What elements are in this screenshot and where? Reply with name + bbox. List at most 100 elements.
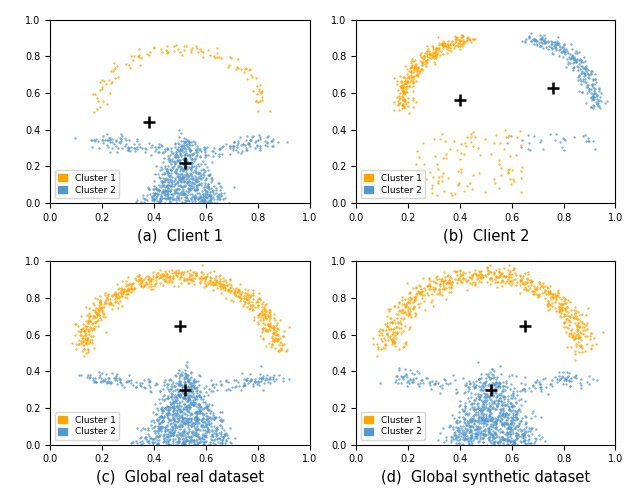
Point (373, 345, 383, 353)
Point (450, 42, 460, 50)
Point (398, 327, 408, 335)
Point (212, 196, 222, 204)
Point (405, 323, 415, 331)
Point (472, 432, 482, 440)
Point (241, 65, 251, 73)
Point (207, 174, 217, 182)
Point (84, 330, 94, 338)
Point (571, 374, 581, 382)
Point (149, 44, 159, 52)
Point (460, 381, 470, 389)
Point (234, 292, 244, 300)
Point (420, 286, 430, 293)
Point (481, 394, 491, 402)
Point (85, 317, 95, 325)
Point (94, 301, 104, 309)
Point (127, 56, 138, 64)
Point (173, 189, 183, 197)
Point (196, 199, 206, 206)
Point (180, 157, 190, 165)
Point (85, 317, 95, 325)
Point (178, 137, 188, 145)
Point (372, 340, 382, 348)
Point (171, 403, 181, 411)
Point (170, 386, 180, 394)
Point (460, 275, 470, 283)
Point (488, 403, 498, 411)
Point (206, 436, 216, 444)
Point (391, 372, 401, 380)
Point (582, 81, 592, 89)
Point (153, 186, 163, 194)
Point (175, 273, 185, 281)
Point (511, 432, 521, 440)
Point (570, 55, 580, 63)
Point (256, 377, 266, 385)
Point (488, 434, 498, 442)
Point (460, 447, 470, 454)
Point (276, 345, 286, 353)
Point (79, 341, 89, 349)
Point (458, 276, 468, 284)
Point (175, 172, 185, 180)
Point (400, 339, 410, 347)
Point (257, 93, 267, 101)
Point (574, 56, 584, 64)
Point (198, 440, 208, 448)
Point (173, 388, 183, 396)
Point (170, 391, 180, 399)
Point (411, 68, 421, 76)
Point (570, 347, 580, 355)
Point (403, 103, 413, 111)
Point (122, 287, 133, 295)
Point (398, 102, 408, 110)
Point (184, 163, 194, 170)
Point (445, 43, 455, 51)
Point (103, 136, 113, 144)
Point (180, 42, 190, 50)
Point (395, 306, 405, 314)
Point (568, 53, 578, 61)
Point (200, 279, 210, 287)
Point (192, 174, 202, 182)
Point (134, 45, 144, 53)
Point (451, 38, 461, 45)
Point (163, 383, 173, 391)
Point (499, 418, 509, 426)
Point (214, 193, 224, 201)
Point (499, 435, 509, 443)
Point (183, 393, 193, 401)
Point (252, 107, 263, 115)
Point (502, 411, 512, 419)
Point (580, 331, 590, 339)
Point (498, 393, 508, 401)
Point (201, 412, 211, 420)
Point (433, 165, 443, 173)
Point (163, 437, 173, 445)
Point (126, 376, 136, 384)
Point (465, 435, 475, 443)
Point (163, 185, 173, 193)
Point (154, 143, 164, 151)
Point (180, 420, 190, 428)
Point (195, 172, 205, 180)
Point (516, 395, 526, 403)
Point (190, 140, 200, 148)
Point (514, 127, 524, 135)
Point (401, 80, 411, 87)
Point (501, 412, 511, 419)
Point (504, 405, 514, 413)
Point (569, 306, 579, 314)
Point (437, 41, 447, 49)
Point (217, 408, 227, 415)
Point (106, 79, 116, 86)
Point (191, 182, 201, 190)
Point (225, 443, 236, 451)
Point (557, 143, 567, 151)
Point (252, 379, 262, 387)
Point (400, 322, 410, 330)
Point (184, 181, 194, 189)
Point (421, 374, 431, 382)
Point (127, 285, 137, 293)
Point (202, 272, 212, 280)
